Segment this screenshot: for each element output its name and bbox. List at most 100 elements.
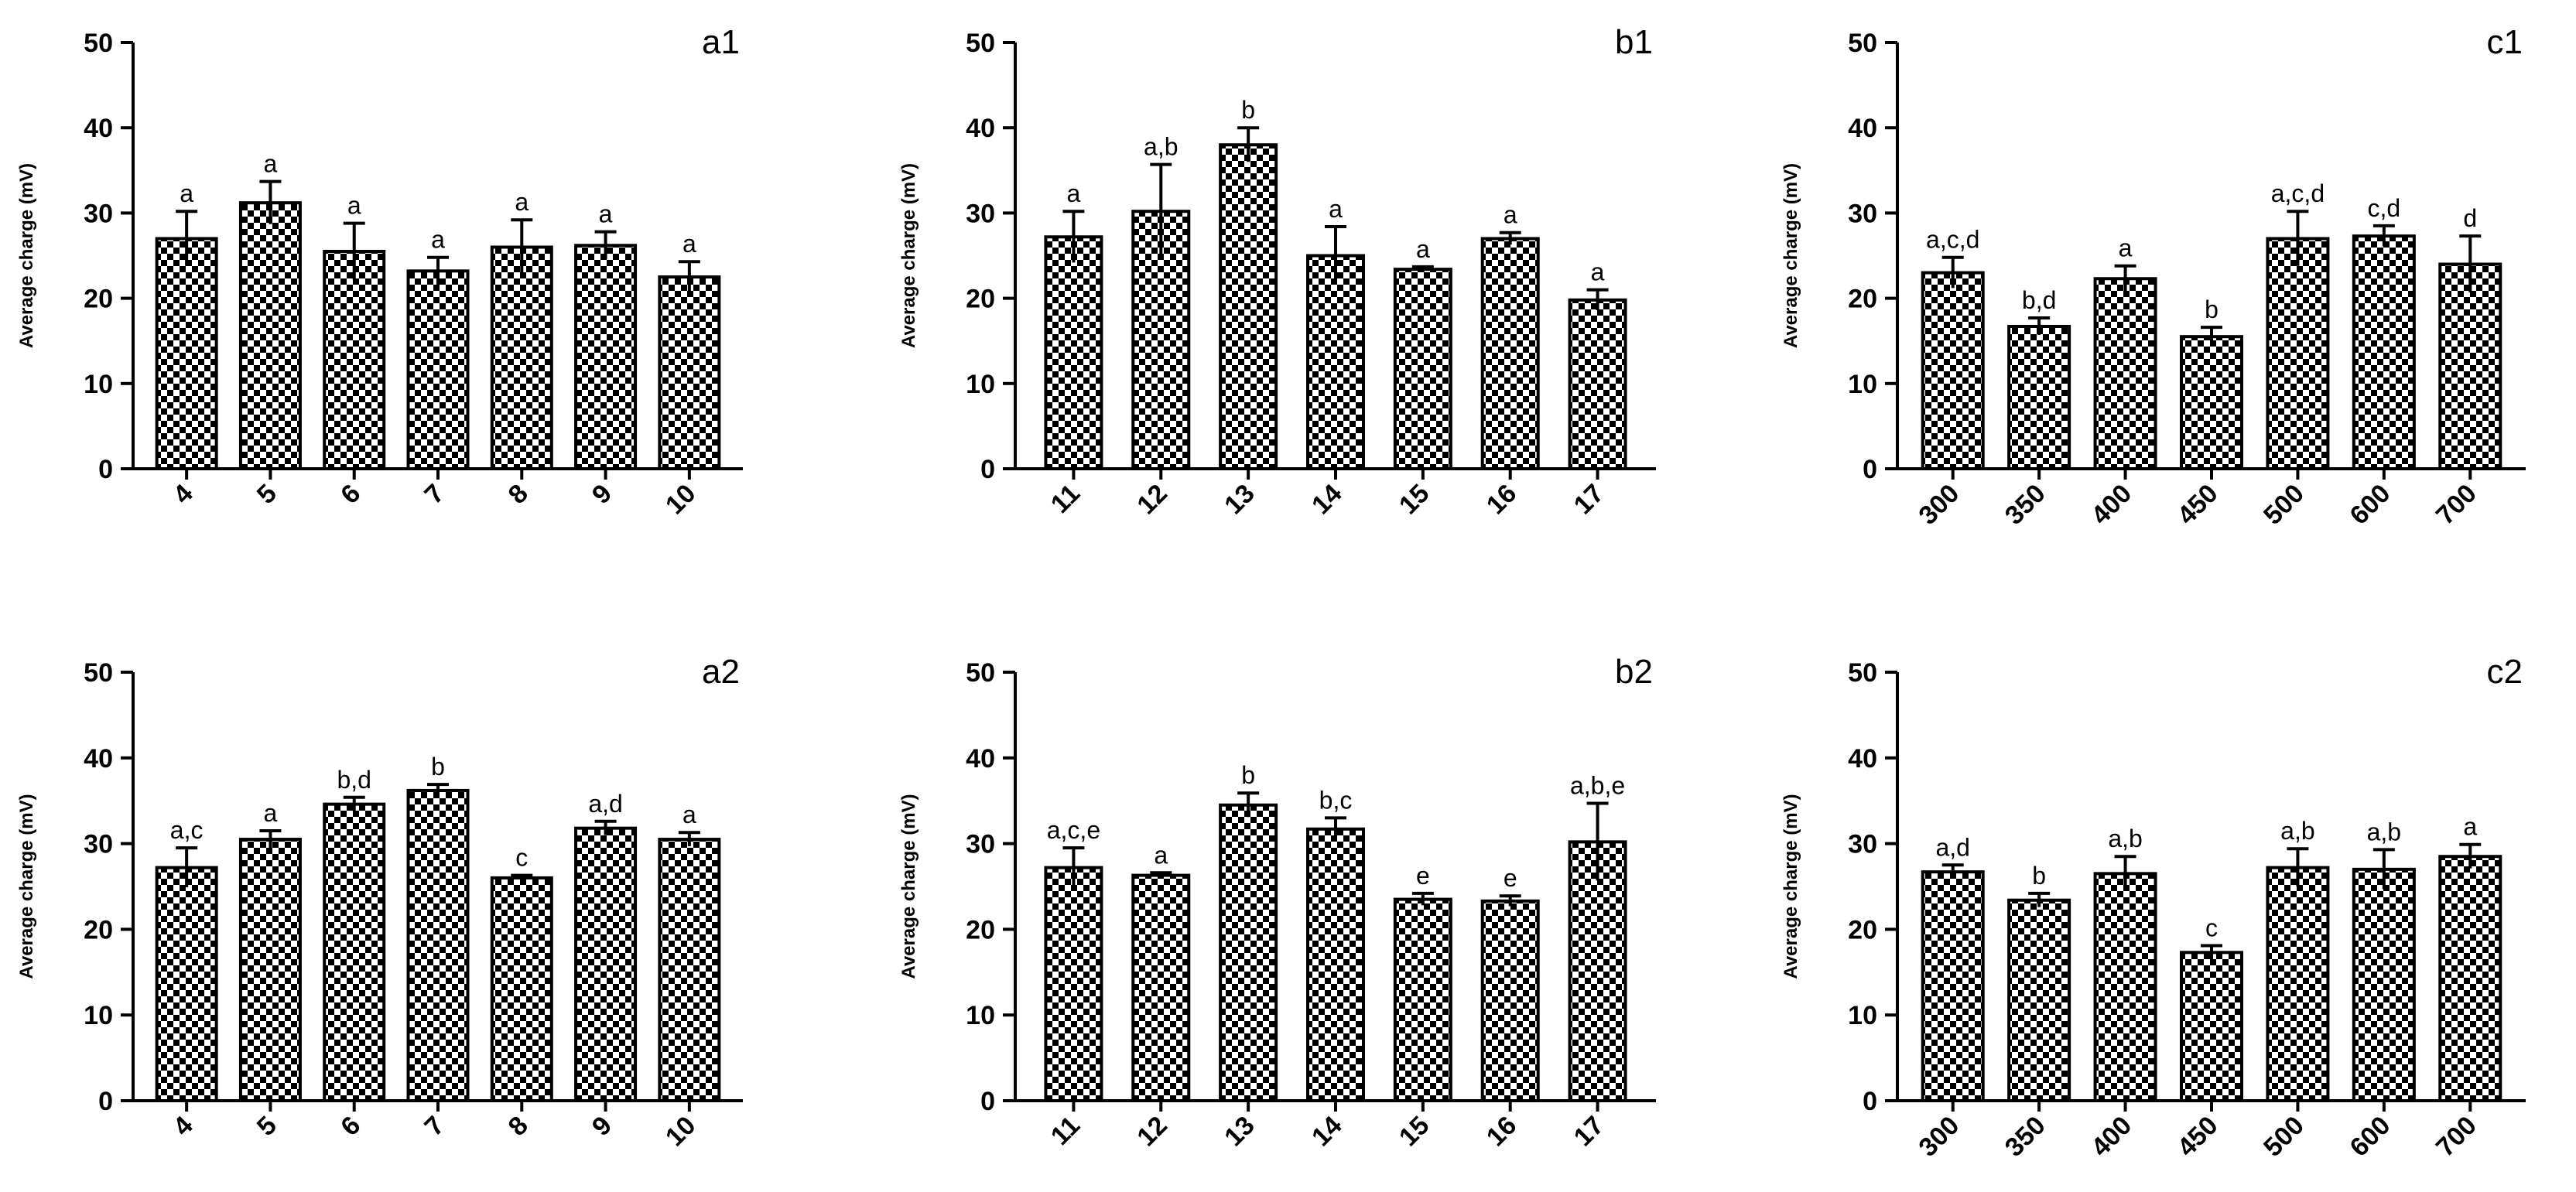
x-tick-label: 4 [168, 1111, 199, 1142]
significance-label: a,b [2280, 817, 2314, 845]
y-axis-title: Average charge (mV) [898, 163, 919, 348]
x-tick-label: 12 [1131, 1111, 1173, 1153]
panel-label: c2 [2487, 653, 2523, 691]
significance-label: a [2119, 234, 2133, 262]
x-tick-label: 10 [660, 479, 702, 521]
bar [1568, 840, 1627, 1103]
y-tick-label: 20 [966, 285, 995, 314]
chart-panel-c2: 0 10 20 30 40 50 Average charge (mV) c2 a,d 300 b 3… [1781, 653, 2526, 1163]
significance-label: b [2205, 295, 2219, 323]
bar [574, 826, 638, 1102]
x-tick-label: 4 [168, 479, 199, 510]
x-tick-label: 16 [1481, 479, 1523, 521]
bar [2438, 262, 2502, 470]
y-tick-label: 0 [98, 455, 113, 484]
x-tick-label: 6 [335, 479, 366, 510]
bar [1921, 870, 1985, 1102]
x-tick-label: 15 [1394, 1111, 1435, 1153]
x-tick-label: 350 [2000, 1111, 2051, 1163]
y-tick-label: 0 [1863, 1087, 1877, 1116]
y-tick-label: 30 [1848, 830, 1877, 859]
significance-label: c [515, 844, 528, 872]
chart-panel-c1: 0 10 20 30 40 50 Average charge (mV) c1 a,c,d 300… [1781, 23, 2526, 531]
significance-label: a,c,d [1926, 226, 1979, 254]
bar [1219, 803, 1278, 1102]
y-tick-label: 50 [966, 658, 995, 688]
bar [658, 275, 721, 470]
y-axis-title: Average charge (mV) [16, 163, 37, 348]
x-tick-label: 15 [1394, 479, 1435, 521]
panel-label: b2 [1615, 653, 1653, 691]
significance-label: b,d [337, 766, 371, 794]
x-tick-label: 450 [2172, 1111, 2224, 1163]
y-tick-label: 0 [980, 455, 995, 484]
x-tick-label: 400 [2085, 479, 2137, 531]
y-tick-label: 50 [1848, 658, 1877, 688]
bar [1131, 873, 1191, 1102]
bar [1568, 298, 1627, 470]
y-tick-label: 40 [966, 744, 995, 774]
y-tick-label: 0 [980, 1087, 995, 1116]
x-tick-label: 7 [419, 479, 450, 510]
significance-label: a [682, 801, 696, 828]
y-tick-label: 20 [84, 285, 113, 314]
x-tick-label: 6 [335, 1111, 366, 1142]
significance-label: a,c,e [1047, 816, 1100, 844]
x-tick-label: 300 [1913, 1111, 1965, 1163]
significance-label: a [1067, 179, 1081, 207]
significance-label: a [1329, 195, 1343, 223]
x-tick-label: 12 [1131, 479, 1173, 521]
x-tick-label: 11 [1045, 1111, 1086, 1151]
y-tick-label: 10 [84, 1001, 113, 1030]
bar [658, 838, 721, 1103]
x-tick-label: 5 [251, 1111, 282, 1142]
y-tick-label: 20 [1848, 915, 1877, 944]
y-tick-label: 40 [966, 114, 995, 143]
x-tick-label: 450 [2172, 479, 2224, 531]
bar [406, 788, 470, 1102]
x-tick-label: 17 [1569, 1111, 1610, 1153]
significance-label: a [1504, 201, 1517, 229]
bar [1480, 899, 1540, 1103]
bar [323, 802, 386, 1102]
significance-label: a [431, 226, 445, 254]
bar [2352, 234, 2416, 470]
bar [1044, 235, 1103, 470]
x-tick-label: 11 [1045, 479, 1086, 519]
y-tick-label: 30 [966, 830, 995, 859]
significance-label: c [2205, 914, 2218, 941]
x-tick-label: 500 [2258, 1111, 2310, 1163]
y-tick-label: 10 [966, 370, 995, 399]
significance-label: d [2463, 204, 2477, 232]
significance-label: a [2463, 813, 2477, 841]
significance-label: b [1241, 96, 1255, 124]
x-tick-label: 9 [587, 479, 617, 510]
y-tick-label: 20 [966, 915, 995, 944]
x-tick-label: 8 [503, 479, 534, 510]
bar [1219, 143, 1278, 471]
bar [574, 244, 638, 470]
chart-panel-a2: 0 10 20 30 40 50 Average charge (mV) a2 a,c 4 a 5 b,… [16, 653, 743, 1152]
y-axis-title: Average charge (mV) [1781, 794, 1801, 979]
bar [2007, 324, 2071, 470]
significance-label: a [515, 188, 529, 216]
bar [1393, 897, 1452, 1102]
significance-label: a,c,d [2271, 179, 2325, 207]
y-tick-label: 30 [1848, 199, 1877, 228]
significance-label: e [1504, 864, 1517, 892]
panel-label: a1 [702, 23, 740, 61]
x-tick-label: 350 [2000, 479, 2051, 531]
bar [2007, 898, 2071, 1103]
y-tick-label: 40 [1848, 744, 1877, 774]
significance-label: e [1416, 862, 1430, 890]
bar [2180, 335, 2243, 470]
significance-label: a,b [2367, 818, 2401, 845]
x-tick-label: 700 [2431, 1111, 2482, 1163]
bar [490, 245, 553, 470]
y-tick-label: 30 [84, 199, 113, 228]
y-tick-label: 30 [966, 199, 995, 228]
y-tick-label: 10 [966, 1001, 995, 1030]
significance-label: a [1416, 235, 1430, 263]
y-tick-label: 10 [84, 370, 113, 399]
y-tick-label: 40 [84, 744, 113, 774]
